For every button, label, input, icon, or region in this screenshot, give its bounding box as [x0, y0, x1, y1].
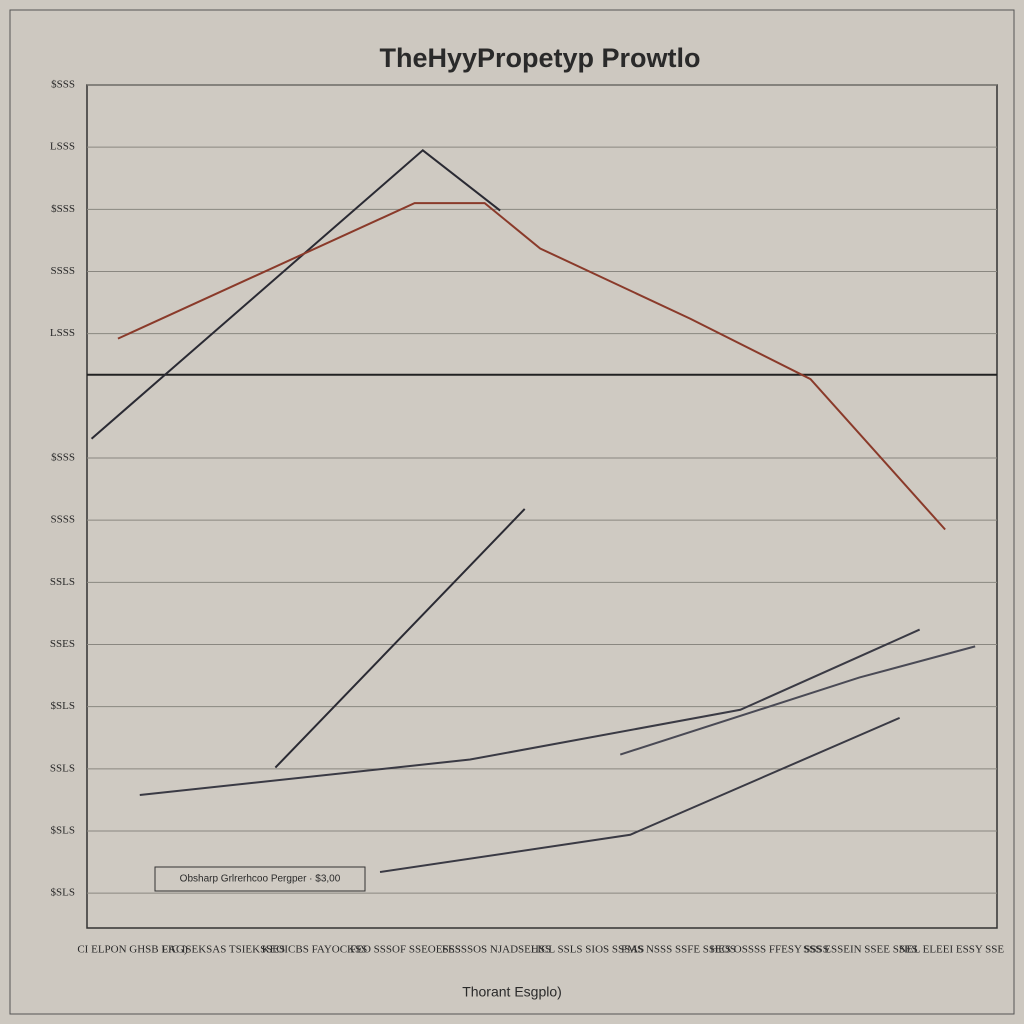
y-tick-label: SSSS — [51, 265, 75, 277]
x-tick-label: FIC ISEKSAS TSIEKSSES — [162, 944, 285, 956]
y-tick-label: $SLS — [51, 887, 75, 899]
y-tick-label: $SSS — [51, 203, 75, 215]
series-line — [274, 508, 526, 769]
y-tick-label: $SSS — [51, 79, 75, 91]
x-tick-label: SSS ESSEIN SSEE SSES — [803, 944, 918, 956]
x-tick-label: NEL ELEEI ESSY SSE — [899, 944, 1004, 956]
plot-area — [86, 84, 998, 929]
y-tick-label: SSSS — [51, 514, 75, 526]
series-line — [619, 645, 976, 756]
x-tick-label: LICL SSLS SIOS SSSAS — [531, 944, 645, 956]
series-line — [379, 716, 901, 874]
y-tick-label: LSSS — [50, 141, 75, 153]
x-tick-label: CI ELPON GHSB LAG) — [77, 944, 188, 956]
series-line — [139, 628, 921, 796]
frame — [9, 9, 1015, 1015]
legend-text: Obsharp Grlrerhcoo Pergper · $3,00 — [180, 874, 341, 885]
legend-box — [154, 866, 366, 892]
x-tick-label: KEOICBS FAYOCKSS — [262, 944, 367, 956]
chart-title: TheHyyPropetyp Prowtlo — [379, 43, 700, 73]
x-tick-label: HES OSSSS FFESY SSSS — [710, 944, 829, 956]
y-tick-label: $SLS — [51, 700, 75, 712]
x-tick-label: FMS NSSS SSFE SSEOS — [621, 944, 736, 956]
x-axis-label: Thorant Esgplo) — [462, 984, 562, 1000]
y-tick-label: SSES — [50, 638, 75, 650]
y-tick-label: $SSS — [51, 452, 75, 464]
y-tick-label: LSSS — [50, 327, 75, 339]
y-tick-label: SSLS — [50, 762, 75, 774]
series-line — [117, 202, 946, 531]
x-tick-label: FEO SSSOF SSEOESSS — [350, 944, 461, 956]
series-line — [90, 148, 501, 440]
x-tick-label: FESSSOS NJADSEHSS — [442, 944, 551, 956]
y-tick-label: SSLS — [50, 576, 75, 588]
y-tick-label: $SLS — [51, 825, 75, 837]
